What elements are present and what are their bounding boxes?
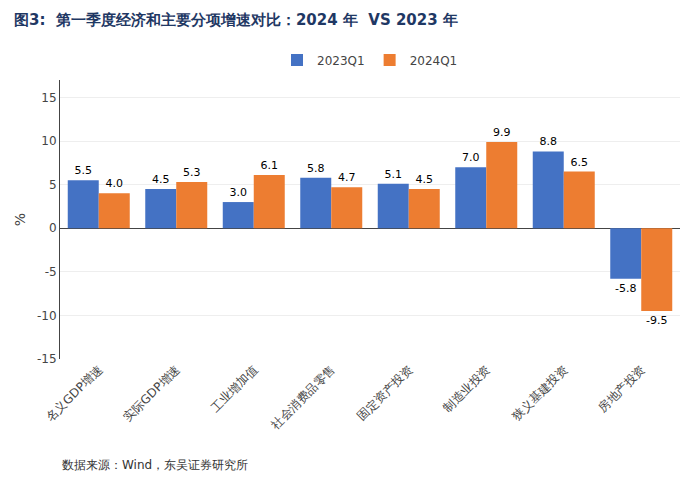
svg-text:5.3: 5.3 [183,166,201,179]
svg-text:图3: 第一季度经济和主要分项增速对比：2024 年 V: 图3: 第一季度经济和主要分项增速对比：2024 年 VS 2023 年 [14,11,458,29]
svg-text:4.0: 4.0 [106,177,124,190]
svg-text:9.9: 9.9 [493,126,511,139]
svg-text:5: 5 [49,178,57,192]
svg-text:名义GDP增速: 名义GDP增速 [43,362,105,424]
svg-text:狭义基建投资: 狭义基建投资 [509,362,570,423]
svg-text:固定资产投资: 固定资产投资 [354,362,415,423]
svg-text:-15: -15 [37,352,57,366]
svg-text:社会消费品零售: 社会消费品零售 [268,362,337,431]
svg-text:制造业投资: 制造业投资 [440,362,492,414]
svg-text:工业增加值: 工业增加值 [208,362,260,414]
svg-text:-5.8: -5.8 [615,282,636,295]
svg-text:-5: -5 [45,265,57,279]
svg-text:8.8: 8.8 [540,135,558,148]
svg-text:6.5: 6.5 [571,156,589,169]
svg-text:3.0: 3.0 [230,186,248,199]
svg-text:4.5: 4.5 [152,173,170,186]
svg-text:数据来源：Wind，东吴证券研究所: 数据来源：Wind，东吴证券研究所 [62,458,248,472]
svg-text:4.7: 4.7 [338,171,356,184]
svg-text:10: 10 [41,134,56,148]
svg-text:%: % [12,213,28,226]
svg-text:-10: -10 [37,309,57,323]
svg-text:5.8: 5.8 [307,162,325,175]
svg-text:15: 15 [41,91,56,105]
svg-text:房地产投资: 房地产投资 [595,362,647,414]
svg-text:2023Q1: 2023Q1 [317,54,365,68]
svg-text:5.5: 5.5 [75,164,93,177]
svg-text:-9.5: -9.5 [646,314,667,327]
svg-text:2024Q1: 2024Q1 [410,54,458,68]
svg-text:4.5: 4.5 [416,173,434,186]
svg-text:实际GDP增速: 实际GDP增速 [121,362,183,424]
svg-text:0: 0 [49,221,57,235]
svg-text:7.0: 7.0 [462,151,480,164]
svg-text:6.1: 6.1 [261,159,279,172]
svg-text:5.1: 5.1 [385,168,403,181]
